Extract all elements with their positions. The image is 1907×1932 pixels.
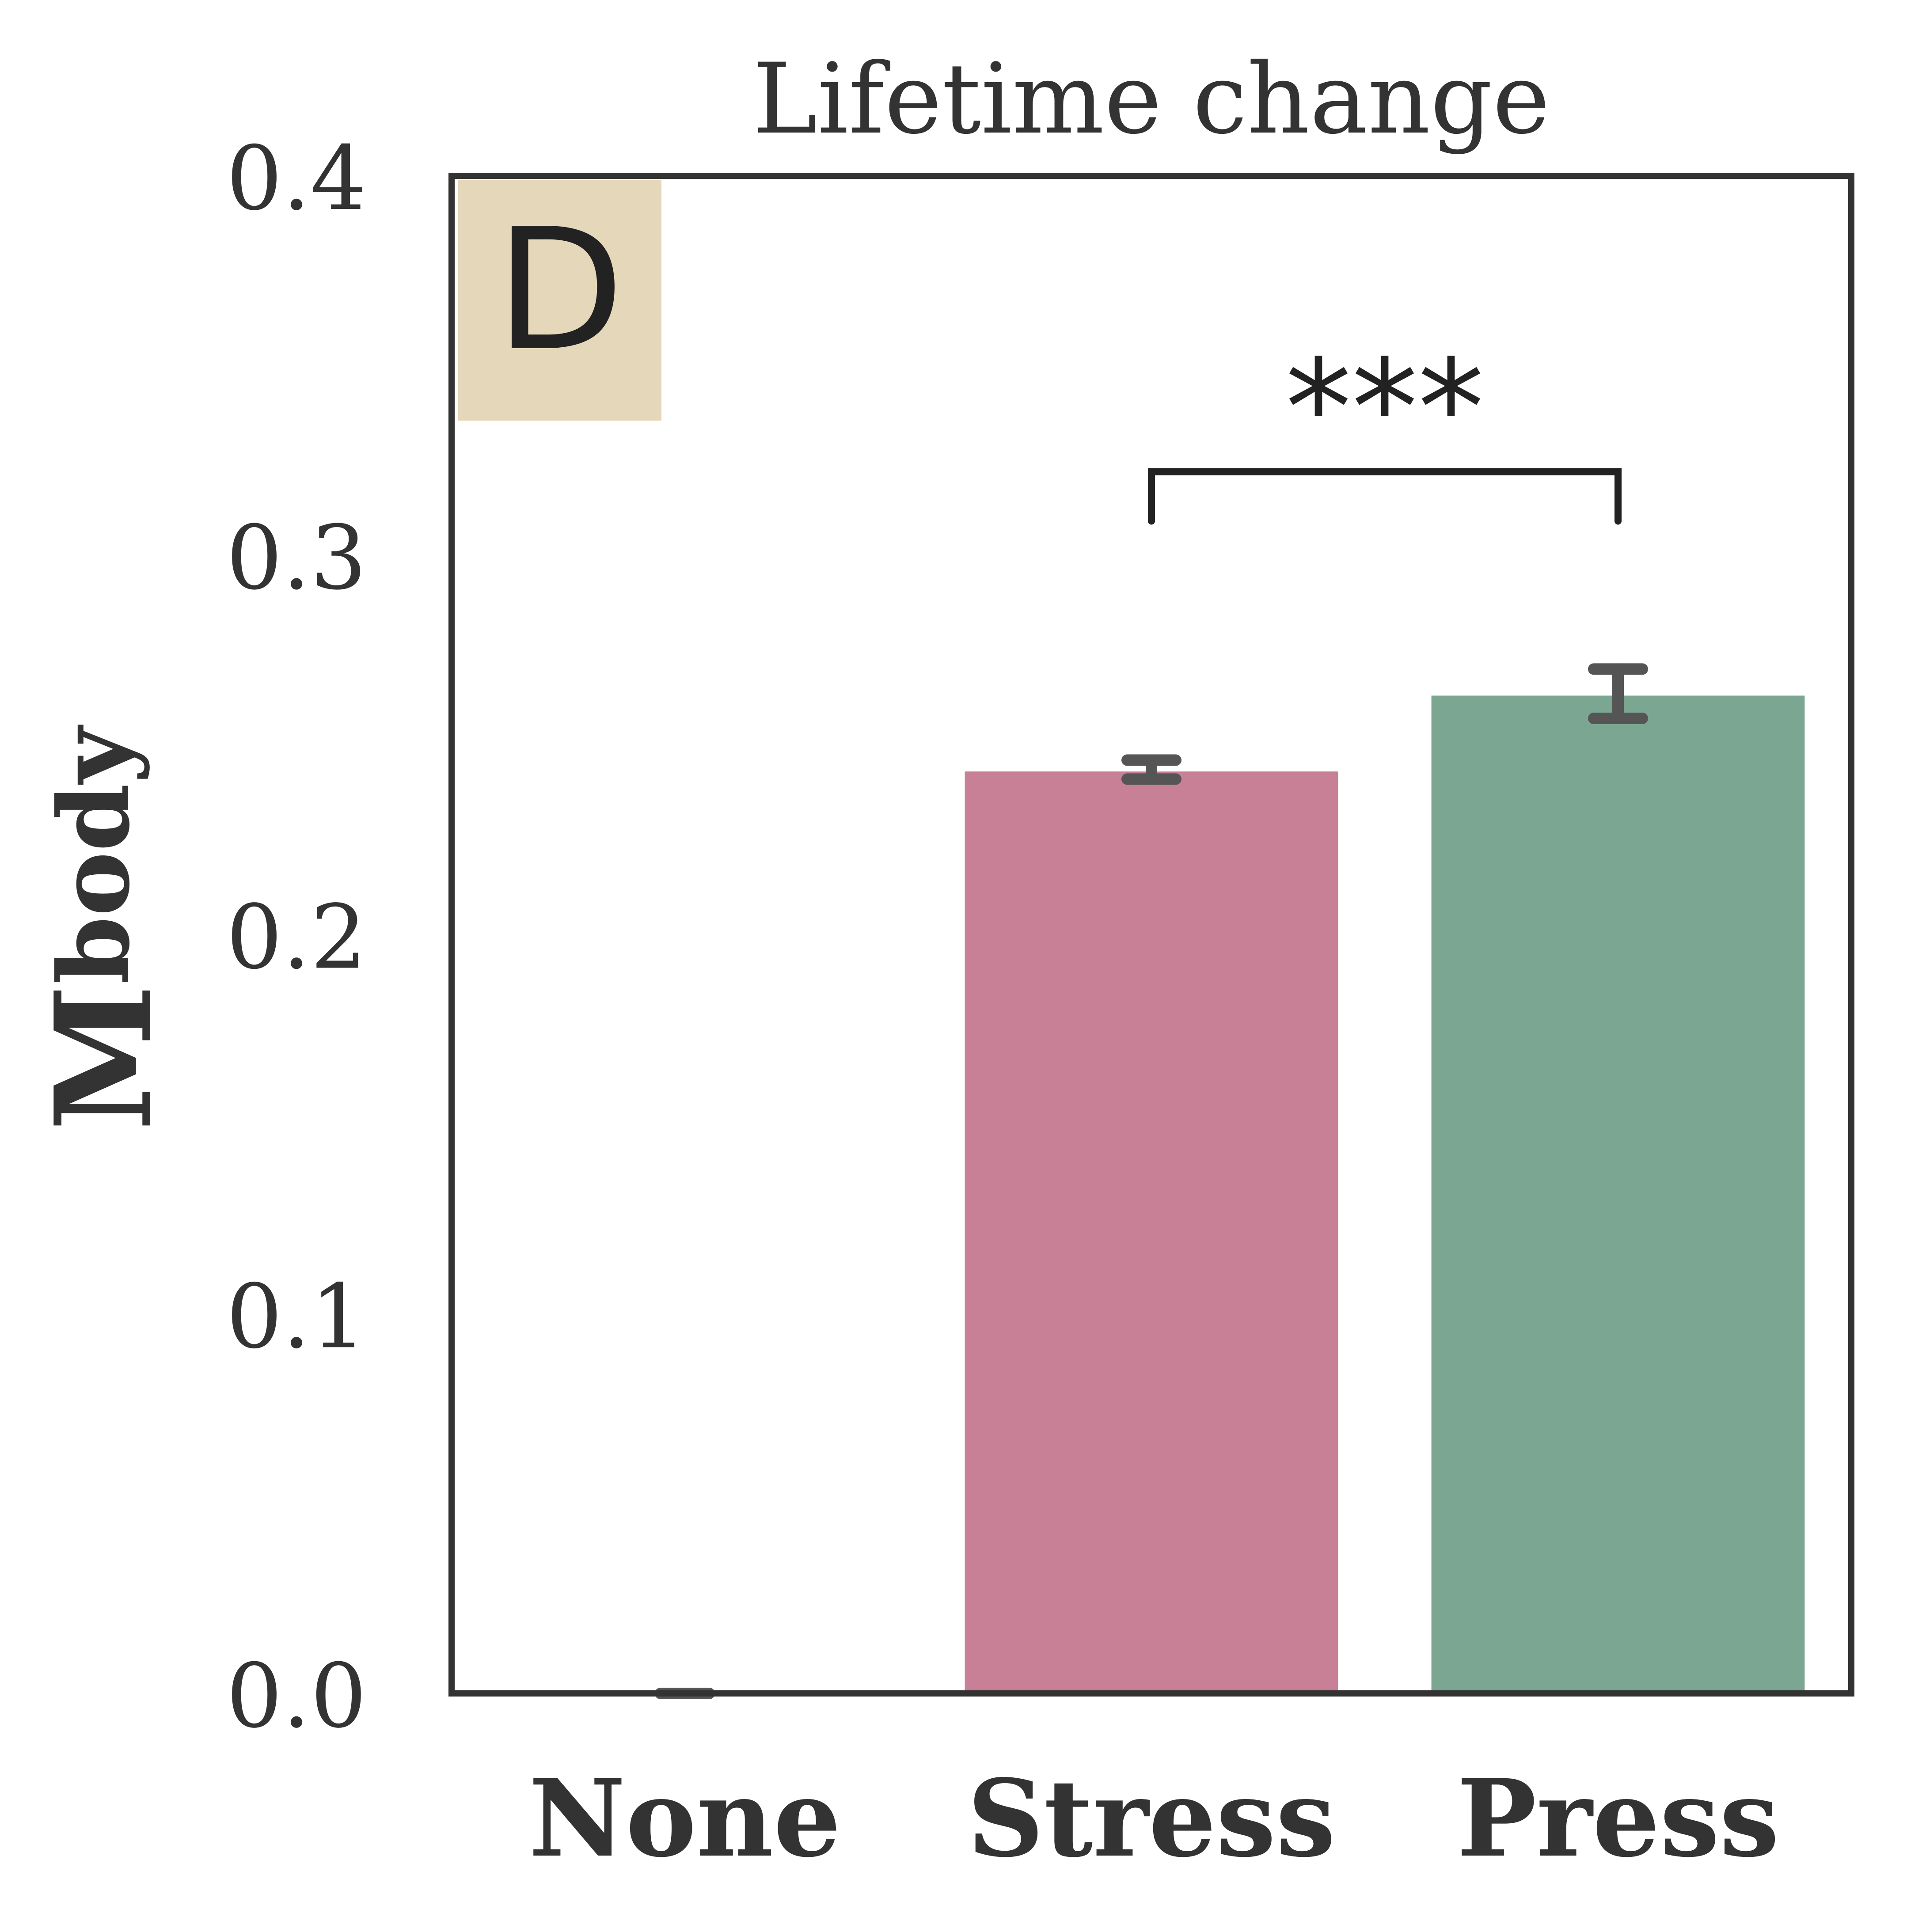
plot-frame — [448, 173, 1854, 1697]
x-tick-label-press: Press — [1457, 1756, 1779, 1881]
error-bar-press — [1588, 663, 1648, 725]
y-tick-label: 0.0 — [226, 1645, 367, 1748]
error-bar-stress — [1121, 754, 1181, 785]
y-axis-label-subscript: body — [37, 725, 151, 984]
y-axis-label: Mbody — [26, 725, 182, 1131]
panel-label-box — [458, 180, 661, 421]
y-axis-label-main: M — [26, 984, 182, 1131]
significance-layer: *** — [1148, 331, 1622, 525]
bar-stress — [965, 771, 1338, 1693]
bar-press — [1431, 695, 1805, 1693]
significance-bracket — [1148, 468, 1622, 525]
panel-label: D — [495, 192, 625, 388]
y-tick-label: 0.4 — [226, 127, 367, 230]
bars-layer — [965, 695, 1805, 1693]
y-axis-label-group: Mbody — [26, 725, 182, 1131]
x-tick-label-stress: Stress — [967, 1756, 1336, 1881]
x-ticks-layer: None Stress Press — [529, 1756, 1779, 1881]
y-tick-label: 0.1 — [226, 1265, 367, 1368]
y-tick-label: 0.2 — [226, 886, 367, 989]
significance-stars: *** — [1285, 331, 1484, 486]
y-tick-label: 0.3 — [226, 507, 367, 610]
x-tick-label-none: None — [529, 1756, 841, 1881]
y-ticks-layer: 0.0 0.1 0.2 0.3 0.4 — [226, 127, 367, 1748]
chart-title: Lifetime change — [753, 42, 1550, 156]
